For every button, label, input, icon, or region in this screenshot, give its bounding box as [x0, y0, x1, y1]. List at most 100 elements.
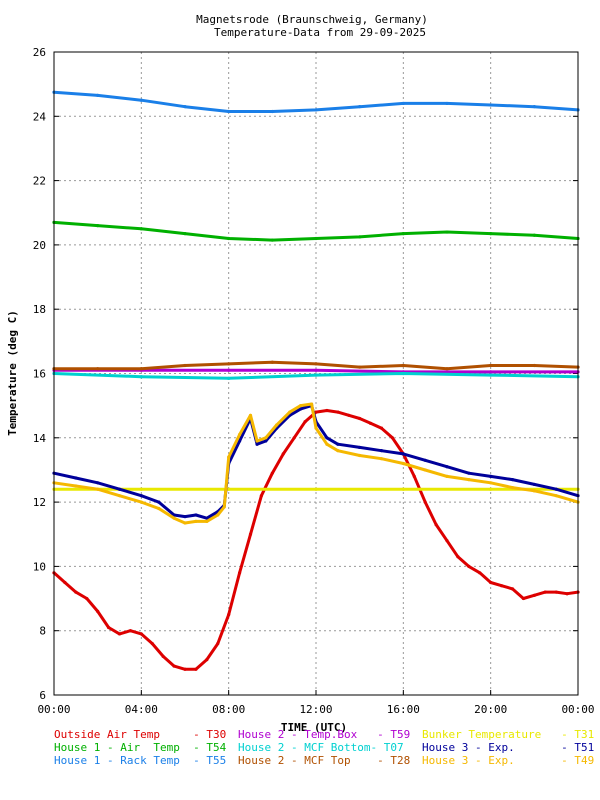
series-8-point: [264, 439, 268, 443]
series-6-point: [358, 365, 362, 369]
series-8-point: [237, 439, 242, 443]
series-1-point: [445, 539, 449, 543]
y-tick-label: 6: [39, 689, 46, 702]
y-tick-label: 20: [33, 239, 46, 252]
series-1-point: [172, 664, 176, 668]
series-9-point: [194, 519, 198, 523]
y-tick-label: 22: [33, 175, 46, 188]
series-4-point: [314, 368, 318, 372]
series-5-point: [401, 371, 405, 376]
series-6-point: [445, 367, 449, 371]
series-1-point: [347, 413, 351, 417]
series-3-point: [489, 103, 493, 107]
series-1-point: [85, 596, 89, 601]
series-6-point: [270, 360, 274, 364]
series-9-point: [288, 410, 292, 414]
series-9-point: [248, 413, 253, 417]
series-1-point: [183, 667, 187, 671]
series-2-point: [270, 238, 274, 242]
series-1-point: [489, 580, 493, 585]
series-1-point: [281, 452, 285, 456]
legend-entry: House 1 - Air Temp - T54: [54, 741, 227, 754]
series-1-point: [314, 410, 318, 414]
series-6-point: [227, 362, 231, 366]
x-tick-label: 16:00: [387, 703, 420, 716]
series-3-point: [445, 101, 449, 106]
series-1-point: [434, 523, 438, 527]
y-tick-label: 26: [33, 46, 46, 59]
series-1-point: [412, 474, 416, 478]
series-8-point: [423, 458, 427, 462]
series-7-point: [227, 487, 231, 491]
series-1-point: [565, 592, 569, 596]
series-2-point: [445, 230, 449, 234]
series-9-point: [336, 449, 340, 453]
series-9-point: [74, 484, 78, 488]
series-9-point: [554, 494, 558, 498]
series-9-point: [510, 486, 515, 490]
series-1-point: [139, 632, 143, 636]
series-2-point: [96, 224, 100, 228]
series-1-point: [390, 436, 395, 440]
series-8-point: [74, 476, 78, 480]
series-1-point: [379, 426, 384, 430]
series-8-point: [510, 477, 515, 482]
series-2-point: [401, 232, 405, 236]
y-tick-label: 18: [33, 303, 46, 316]
legend-entry: House 3 - Exp. - T49: [422, 754, 594, 767]
series-5-point: [314, 373, 318, 377]
series-1-point: [325, 408, 329, 413]
x-tick-label: 00:00: [561, 703, 594, 716]
series-9-point: [157, 506, 161, 511]
y-tick-label: 10: [33, 560, 46, 573]
series-7-point: [139, 487, 143, 491]
series-3-point: [358, 105, 362, 109]
legend-entry: Bunker Temperature - T31: [422, 728, 594, 741]
series-8-point: [96, 481, 100, 485]
series-8-point: [194, 513, 198, 517]
series-2-point: [314, 236, 318, 241]
series-3-point: [270, 109, 274, 114]
series-7-point: [489, 487, 493, 491]
series-9-point: [117, 494, 122, 498]
series-9-point: [139, 500, 143, 504]
series-1-point: [292, 436, 296, 440]
chart-subtitle: Temperature-Data from 29-09-2025: [214, 26, 426, 39]
series-1-point: [74, 590, 78, 594]
series-9-point: [358, 453, 362, 458]
series-9-point: [183, 521, 187, 525]
series-1-point: [150, 641, 154, 646]
series-1-point: [161, 654, 165, 659]
series-3-point: [227, 109, 231, 114]
series-8-point: [489, 474, 493, 478]
y-tick-label: 14: [33, 432, 47, 445]
series-8-point: [157, 500, 161, 504]
series-8-point: [336, 442, 340, 446]
series-group: [52, 90, 580, 671]
series-9-point: [532, 489, 536, 493]
series-8-point: [554, 487, 558, 491]
series-6-point: [401, 363, 405, 368]
series-9-point: [96, 487, 100, 491]
y-tick-label: 24: [33, 110, 47, 123]
series-9-point: [222, 505, 226, 509]
series-1-point: [478, 571, 482, 575]
legend-entry: House 3 - Exp. - T51: [422, 741, 594, 754]
y-tick-label: 8: [39, 625, 46, 638]
series-2-point: [139, 227, 143, 231]
series-6-point: [139, 367, 143, 371]
series-7-point: [314, 487, 318, 491]
series-1-point: [259, 494, 264, 498]
series-1-point: [205, 658, 209, 662]
series-8-point: [445, 465, 449, 469]
series-1-point: [423, 500, 427, 504]
series-9-point: [216, 513, 220, 517]
grid-lines: [53, 51, 579, 696]
legend-entry: Outside Air Temp - T30: [54, 728, 226, 741]
series-9-point: [423, 468, 427, 472]
y-axis-label: Temperature (deg C): [6, 310, 19, 436]
series-1-point: [237, 571, 242, 575]
series-1-point: [467, 564, 471, 569]
series-9-point: [205, 519, 209, 523]
series-1-point: [499, 584, 504, 588]
